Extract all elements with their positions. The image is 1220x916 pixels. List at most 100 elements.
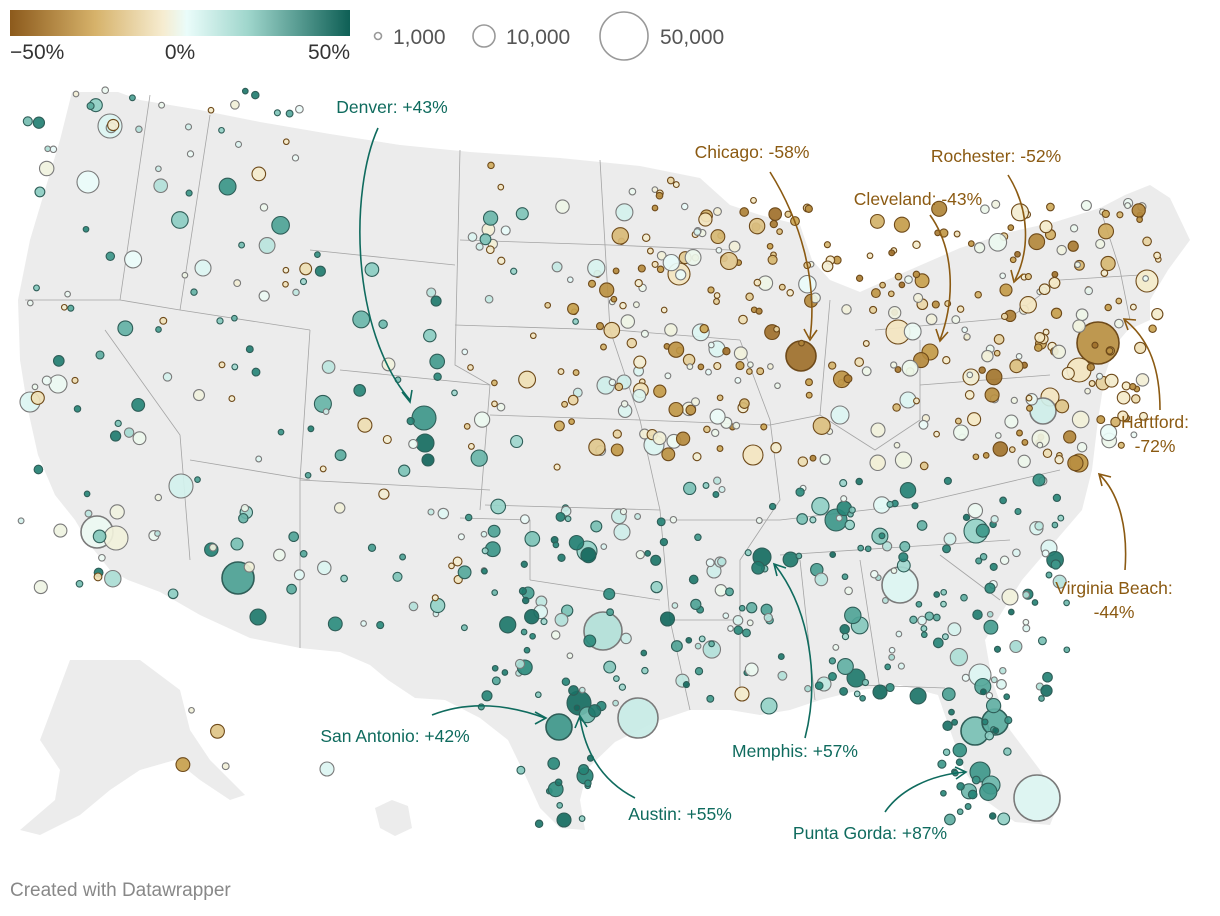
- annotation-arrows: [359, 127, 1161, 813]
- city-bubble: [760, 697, 778, 715]
- city-bubble: [739, 398, 750, 409]
- city-bubble: [634, 278, 643, 288]
- city-bubble: [556, 812, 572, 828]
- city-bubble: [588, 704, 602, 718]
- city-bubble: [357, 417, 373, 433]
- border-line: [859, 559, 881, 691]
- city-bubble: [684, 249, 702, 266]
- city-bubble: [1105, 347, 1114, 355]
- city-bubble: [238, 241, 246, 249]
- city-bubble: [367, 543, 377, 552]
- label-austin: Austin: +55%: [628, 804, 732, 824]
- city-bubble: [853, 690, 861, 698]
- arrow-punta-gorda: [884, 771, 966, 813]
- city-bubble: [947, 622, 962, 637]
- city-bubble: [327, 616, 343, 632]
- city-bubble: [690, 598, 702, 611]
- city-bubble: [990, 676, 998, 684]
- city-bubble: [572, 387, 583, 398]
- city-bubble: [940, 600, 947, 608]
- city-bubble: [544, 301, 552, 309]
- city-bubble: [777, 670, 788, 681]
- city-bubble: [1048, 276, 1061, 289]
- city-bubble: [1061, 366, 1075, 380]
- city-bubble: [782, 551, 799, 568]
- city-bubble: [340, 574, 348, 583]
- border-line: [599, 159, 691, 711]
- city-bubble: [888, 249, 896, 257]
- city-bubble: [171, 211, 189, 229]
- city-bubble: [685, 636, 693, 644]
- city-bubble: [941, 687, 956, 702]
- city-bubble: [913, 292, 924, 303]
- city-bubble: [1148, 324, 1157, 333]
- city-bubble: [885, 682, 895, 693]
- city-bubble: [606, 608, 615, 617]
- city-bubble: [490, 498, 507, 515]
- city-bubble: [734, 376, 742, 384]
- city-bubble: [839, 479, 848, 488]
- city-bubble: [109, 430, 122, 442]
- city-bubble: [271, 215, 290, 235]
- city-bubble: [640, 649, 648, 657]
- city-bubble: [710, 229, 726, 245]
- city-bubble: [644, 550, 652, 557]
- city-bubble: [646, 247, 654, 255]
- city-bubble: [1007, 224, 1015, 231]
- city-bubble: [299, 549, 308, 558]
- city-bubble: [809, 454, 817, 462]
- city-bubble: [221, 762, 230, 771]
- city-bubble: [1067, 454, 1084, 472]
- arrow-austin: [579, 717, 636, 799]
- city-bubble: [521, 596, 530, 605]
- city-bubble: [981, 718, 989, 726]
- city-bubble: [487, 524, 501, 538]
- city-bubble: [732, 421, 741, 430]
- city-bubble: [733, 346, 748, 361]
- city-bubble: [1104, 303, 1112, 312]
- arrow-hartford: [1124, 319, 1161, 411]
- city-bubble: [95, 350, 105, 360]
- city-bubble: [1080, 199, 1092, 212]
- city-bubble: [999, 496, 1007, 505]
- city-bubble: [994, 432, 1002, 439]
- city-bubble: [997, 812, 1011, 826]
- city-bubble: [733, 625, 744, 635]
- city-bubble: [82, 225, 90, 233]
- city-bubble: [186, 150, 195, 158]
- city-bubble: [632, 301, 640, 309]
- city-bubble: [942, 748, 951, 756]
- city-bubble: [742, 628, 751, 638]
- city-bubble: [241, 87, 249, 95]
- city-bubble: [903, 322, 922, 341]
- city-bubble: [1097, 223, 1115, 240]
- city-bubble: [909, 687, 927, 705]
- city-bubble: [524, 609, 540, 625]
- city-bubble: [694, 667, 704, 676]
- city-bubble: [38, 160, 55, 177]
- city-bubble: [60, 303, 68, 311]
- city-bubble: [1003, 693, 1011, 701]
- city-bubble: [603, 321, 621, 339]
- city-bubble: [893, 216, 910, 233]
- city-bubble: [573, 704, 581, 712]
- city-bubble: [1135, 373, 1150, 387]
- city-bubble: [632, 388, 647, 403]
- city-bubble: [985, 697, 1002, 714]
- border-line: [819, 340, 921, 451]
- city-bubble: [769, 219, 778, 229]
- city-bubble: [17, 517, 25, 525]
- city-bubble: [184, 123, 193, 131]
- city-bubble: [848, 506, 856, 514]
- city-bubble: [1084, 286, 1094, 296]
- city-bubble: [524, 531, 541, 547]
- arrowhead-memphis: [772, 562, 787, 577]
- city-bubble: [1003, 747, 1012, 756]
- city-bubble: [967, 502, 984, 519]
- city-bubble: [912, 270, 921, 279]
- city-bubble: [22, 116, 33, 127]
- city-bubble: [855, 477, 863, 486]
- city-bubble: [92, 529, 107, 544]
- arrow-memphis: [774, 564, 813, 739]
